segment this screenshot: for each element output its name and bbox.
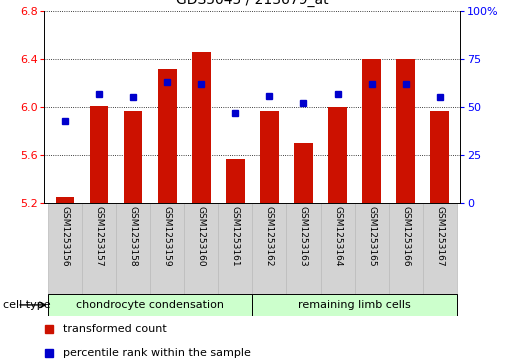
Text: GSM1253161: GSM1253161	[231, 206, 240, 267]
Bar	[150, 203, 184, 294]
Bar	[328, 107, 347, 203]
Bar	[124, 111, 142, 203]
Bar	[55, 197, 74, 203]
Bar	[355, 203, 389, 294]
Bar	[218, 203, 253, 294]
Text: GSM1253166: GSM1253166	[401, 206, 410, 267]
Title: GDS5045 / 213679_at: GDS5045 / 213679_at	[176, 0, 328, 7]
Bar	[321, 203, 355, 294]
Bar	[82, 203, 116, 294]
Text: GSM1253160: GSM1253160	[197, 206, 206, 267]
Text: transformed count: transformed count	[63, 324, 167, 334]
Text: GSM1253157: GSM1253157	[95, 206, 104, 267]
Text: cell type: cell type	[3, 300, 50, 310]
Text: remaining limb cells: remaining limb cells	[298, 300, 411, 310]
Bar	[192, 52, 211, 203]
Bar	[389, 203, 423, 294]
Text: GSM1253162: GSM1253162	[265, 206, 274, 266]
Text: GSM1253167: GSM1253167	[435, 206, 445, 267]
Bar	[158, 69, 177, 203]
Bar	[226, 159, 245, 203]
Text: GSM1253158: GSM1253158	[129, 206, 138, 267]
Bar	[430, 111, 449, 203]
Bar	[184, 203, 218, 294]
Bar	[89, 106, 108, 203]
Bar	[48, 203, 82, 294]
Text: GSM1253165: GSM1253165	[367, 206, 376, 267]
Text: chondrocyte condensation: chondrocyte condensation	[76, 300, 224, 310]
Bar	[253, 203, 287, 294]
Bar	[260, 111, 279, 203]
Bar	[116, 203, 150, 294]
Bar	[294, 143, 313, 203]
Text: GSM1253164: GSM1253164	[333, 206, 342, 266]
Text: GSM1253163: GSM1253163	[299, 206, 308, 267]
Bar	[48, 294, 253, 316]
Bar	[423, 203, 457, 294]
Bar	[362, 59, 381, 203]
Text: GSM1253156: GSM1253156	[60, 206, 70, 267]
Bar	[253, 294, 457, 316]
Text: GSM1253159: GSM1253159	[163, 206, 172, 267]
Bar	[396, 59, 415, 203]
Bar	[287, 203, 321, 294]
Text: percentile rank within the sample: percentile rank within the sample	[63, 348, 251, 358]
